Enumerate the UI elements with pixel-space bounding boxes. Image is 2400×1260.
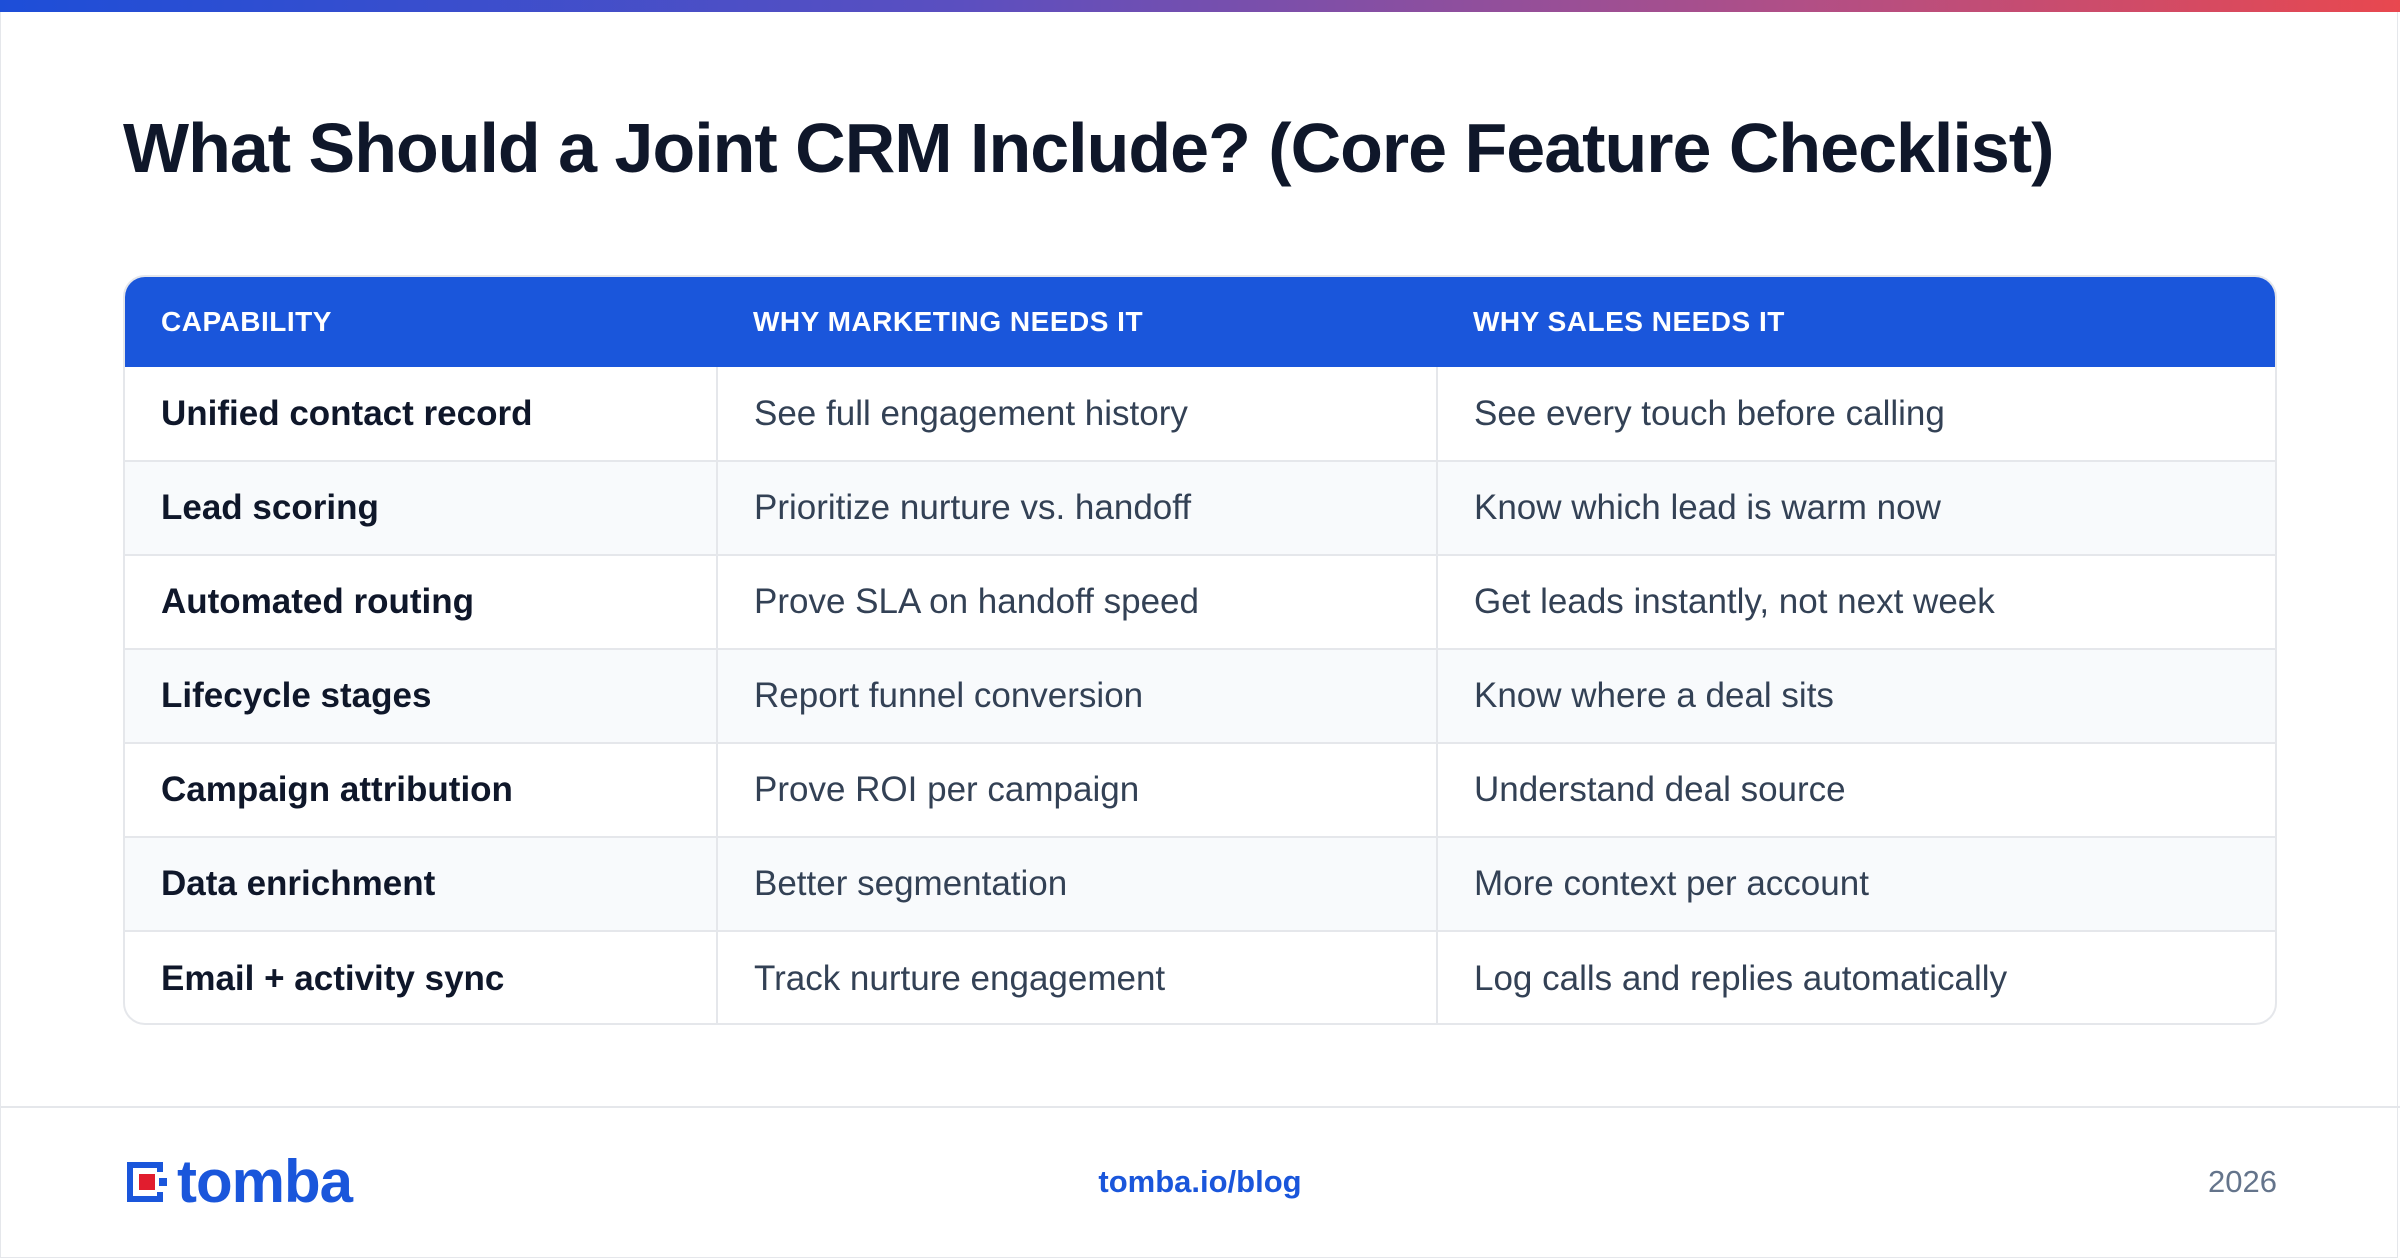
capability-cell: Automated routing	[125, 554, 717, 649]
marketing-cell: Better segmentation	[716, 836, 1437, 931]
sales-cell: Know where a deal sits	[1436, 648, 2275, 743]
header-sales: WHY SALES NEEDS IT	[1473, 306, 1785, 337]
marketing-cell: See full engagement history	[716, 367, 1437, 461]
table-row: Lifecycle stages Report funnel conversio…	[125, 648, 2275, 743]
checklist-table: CAPABILITY WHY MARKETING NEEDS IT WHY SA…	[125, 277, 2275, 1023]
header-marketing: WHY MARKETING NEEDS IT	[753, 306, 1144, 337]
marketing-cell: Prove ROI per campaign	[716, 742, 1437, 837]
feature-table: CAPABILITY WHY MARKETING NEEDS IT WHY SA…	[123, 275, 2277, 1025]
capability-cell: Lead scoring	[125, 460, 717, 555]
table-row: Data enrichment Better segmentation More…	[125, 836, 2275, 931]
footer-divider	[0, 1106, 2400, 1108]
table-row: Email + activity sync Track nurture enga…	[125, 930, 2275, 1023]
tomba-logo-icon	[123, 1158, 171, 1206]
tomba-logo[interactable]: tomba	[123, 1148, 353, 1215]
table-row: Unified contact record See full engageme…	[125, 367, 2275, 461]
sales-cell: Know which lead is warm now	[1436, 460, 2275, 555]
marketing-cell: Prioritize nurture vs. handoff	[716, 460, 1437, 555]
blog-link[interactable]: tomba.io/blog	[1098, 1164, 1302, 1199]
sales-cell: Log calls and replies automatically	[1436, 930, 2275, 1023]
capability-cell: Lifecycle stages	[125, 648, 717, 743]
top-gradient-bar	[0, 0, 2400, 12]
page-title: What Should a Joint CRM Include? (Core F…	[123, 109, 2054, 187]
capability-cell: Unified contact record	[161, 393, 533, 433]
capability-cell: Email + activity sync	[125, 930, 717, 1023]
page-frame	[0, 12, 2398, 1258]
capability-cell: Data enrichment	[125, 836, 717, 931]
table-header: CAPABILITY WHY MARKETING NEEDS IT WHY SA…	[125, 277, 2275, 367]
table-body: Unified contact record See full engageme…	[125, 367, 2275, 1023]
capability-cell: Campaign attribution	[125, 742, 717, 837]
sales-cell: More context per account	[1436, 836, 2275, 931]
sales-cell: See every touch before calling	[1436, 367, 2275, 461]
marketing-cell: Prove SLA on handoff speed	[716, 554, 1437, 649]
table-row: Lead scoring Prioritize nurture vs. hand…	[125, 460, 2275, 555]
marketing-cell: Report funnel conversion	[716, 648, 1437, 743]
sales-cell: Get leads instantly, not next week	[1436, 554, 2275, 649]
sales-cell: Understand deal source	[1436, 742, 2275, 837]
logo-wordmark: tomba	[177, 1148, 353, 1215]
table-row: Campaign attribution Prove ROI per campa…	[125, 742, 2275, 837]
footer-year: 2026	[2208, 1164, 2277, 1199]
header-row: CAPABILITY WHY MARKETING NEEDS IT WHY SA…	[125, 277, 2275, 367]
header-capability: CAPABILITY	[161, 306, 332, 337]
table-row: Automated routing Prove SLA on handoff s…	[125, 554, 2275, 649]
marketing-cell: Track nurture engagement	[716, 930, 1437, 1023]
